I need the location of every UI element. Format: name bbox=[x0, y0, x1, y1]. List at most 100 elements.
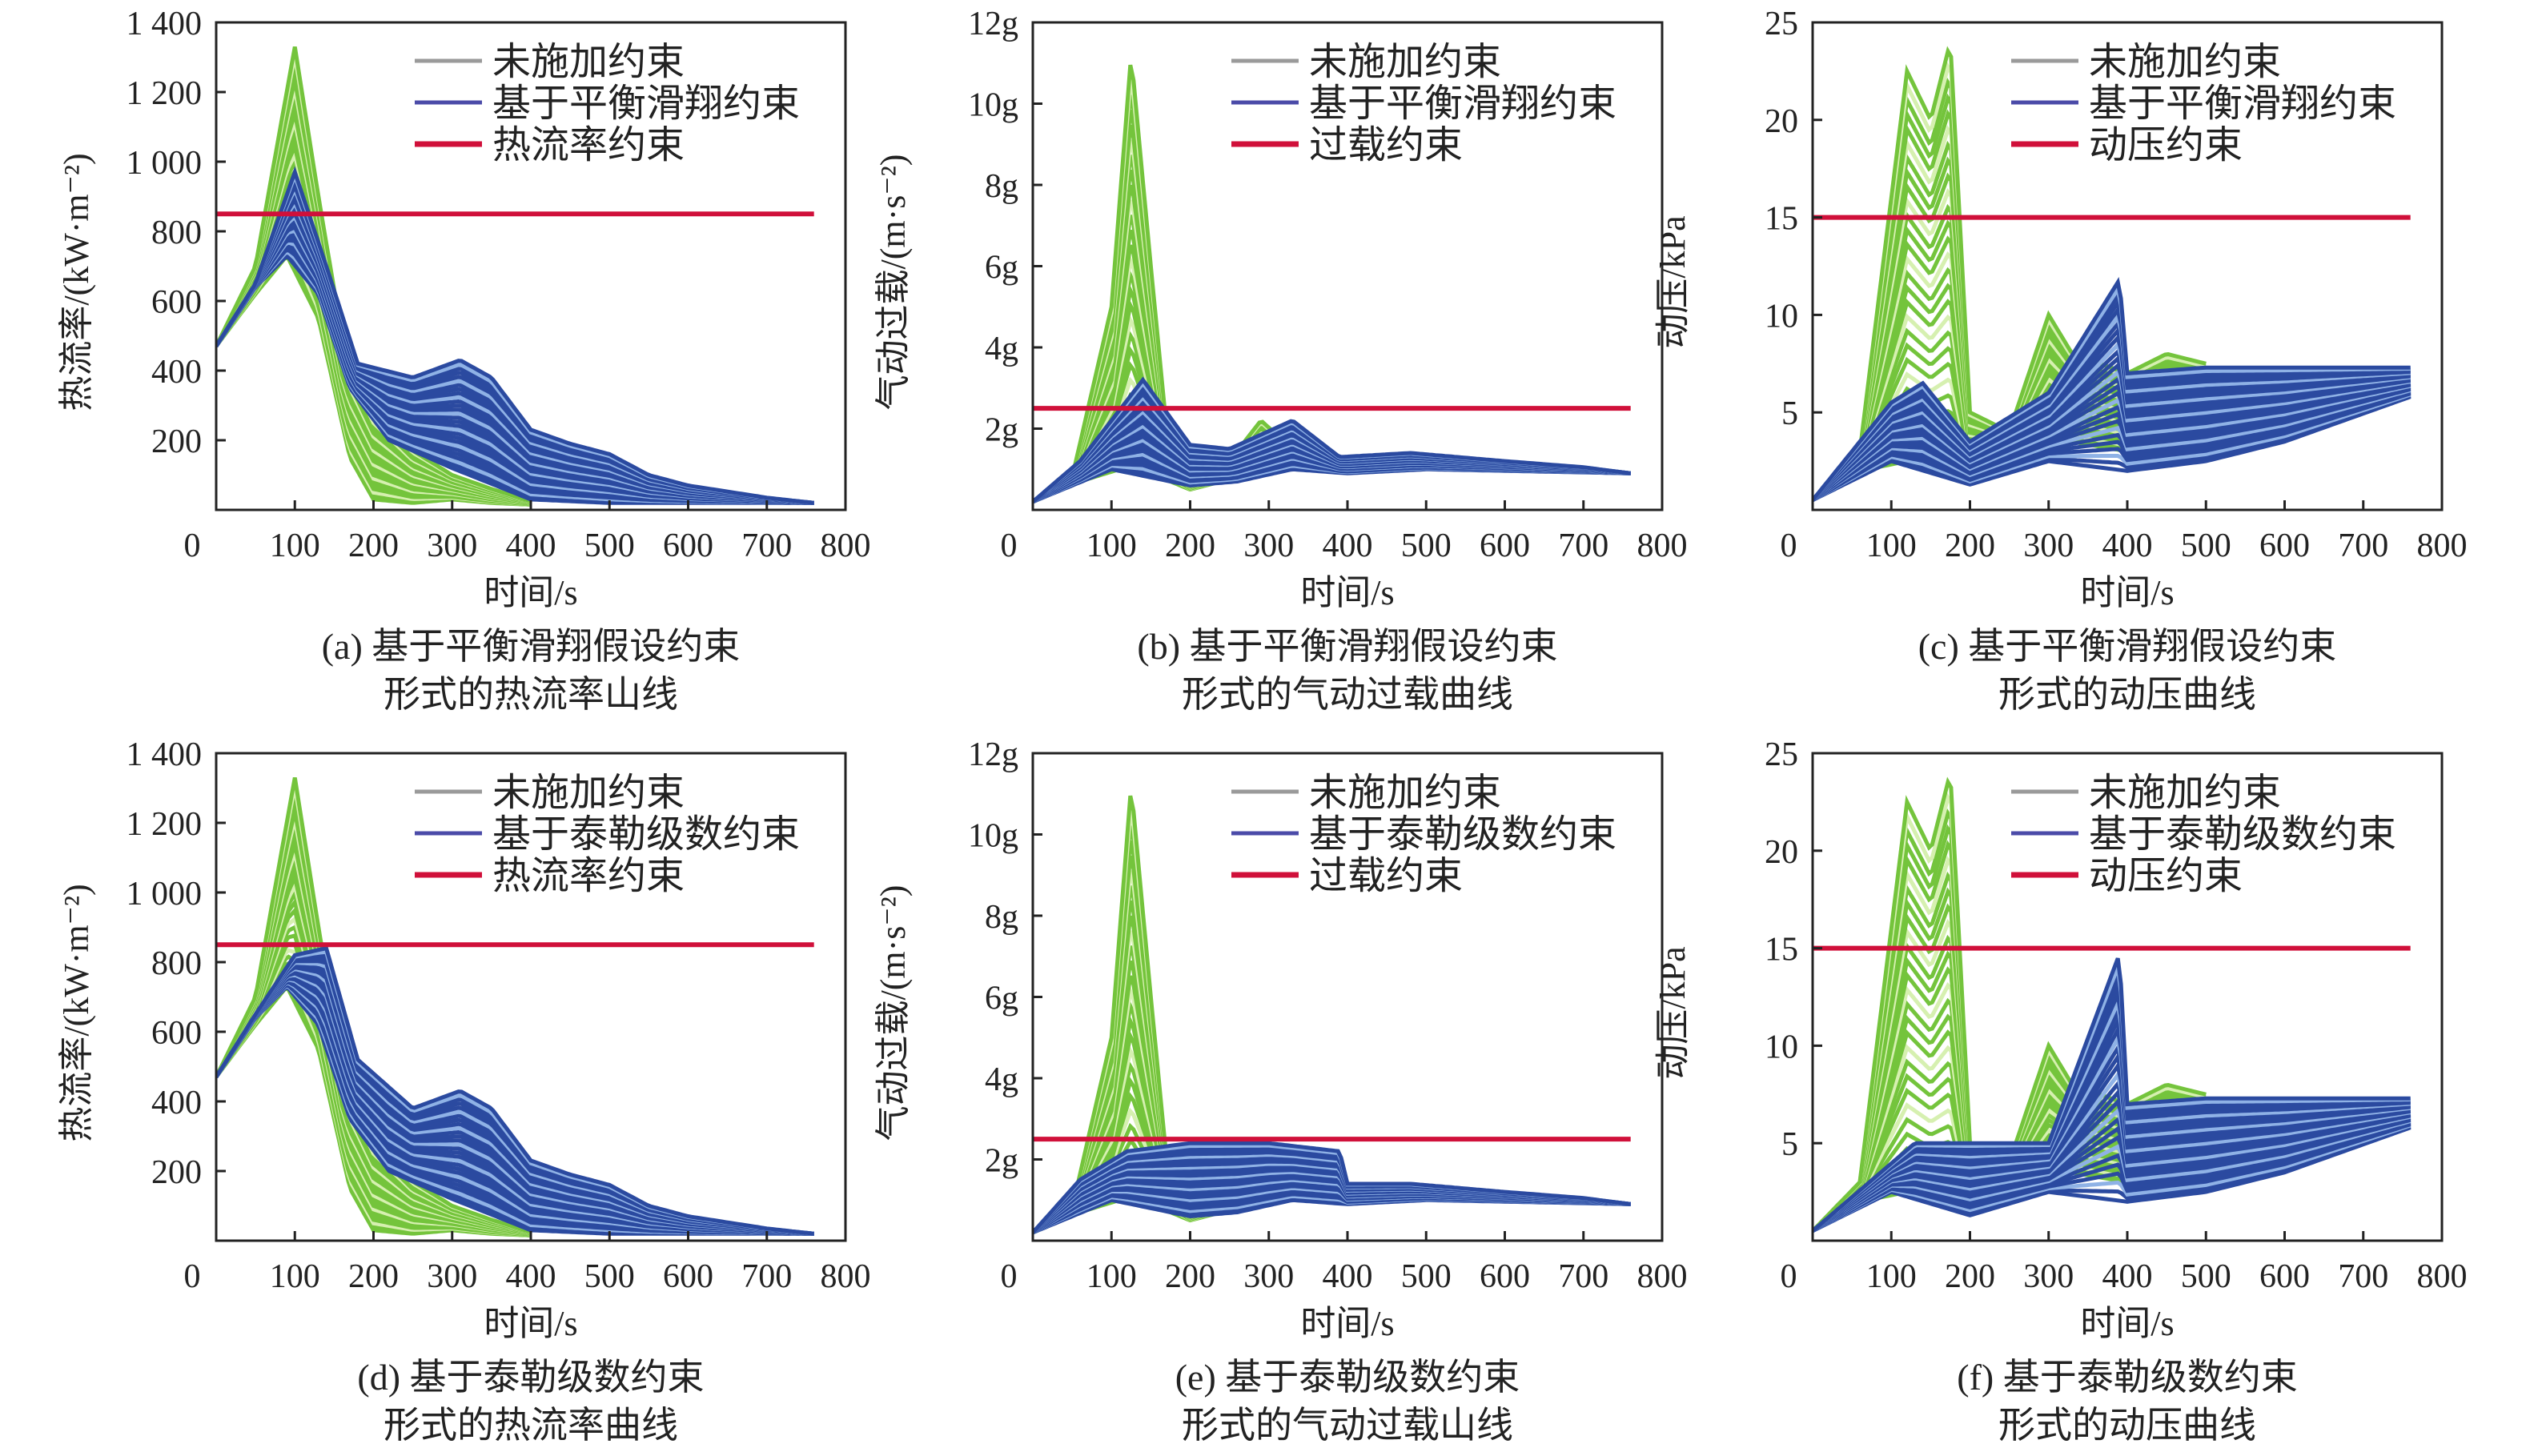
constrained-curve bbox=[1813, 319, 2411, 502]
x-tick-label: 600 bbox=[2259, 1258, 2310, 1295]
y-tick-label: 600 bbox=[151, 1015, 202, 1052]
x-tick-label: 200 bbox=[348, 527, 399, 564]
legend-label: 未施加约束 bbox=[492, 772, 685, 814]
plot-area bbox=[216, 46, 814, 507]
constrained-curve bbox=[1813, 369, 2412, 502]
x-tick-label: 700 bbox=[1558, 527, 1608, 564]
y-tick-label: 10 bbox=[1765, 1029, 1798, 1065]
constrained-curve bbox=[1813, 382, 2412, 502]
x-tick-label: 0 bbox=[1001, 527, 1018, 564]
x-tick-label: 300 bbox=[1243, 1258, 1294, 1295]
legend-label: 热流率约束 bbox=[492, 124, 685, 166]
plot-area bbox=[1033, 795, 1632, 1235]
legend-label: 基于平衡滑翔约束 bbox=[1309, 82, 1616, 125]
caption-line-1: (b) 基于平衡滑翔假设约束 bbox=[1137, 626, 1557, 667]
constrained-curve bbox=[1813, 394, 2412, 503]
constrained-curve bbox=[1813, 298, 2411, 502]
y-tick-label: 1 000 bbox=[127, 876, 203, 913]
y-tick-label: 5 bbox=[1781, 1126, 1798, 1163]
caption-line-2: 形式的动压曲线 bbox=[1998, 1405, 2256, 1446]
y-tick-label: 6g bbox=[985, 250, 1018, 287]
constrained-curve bbox=[1813, 305, 2411, 502]
constrained-curve bbox=[1813, 386, 2412, 502]
caption-line-1: (c) 基于平衡滑翔假设约束 bbox=[1918, 626, 2337, 667]
constrained-curve bbox=[1813, 395, 2412, 503]
constrained-curve bbox=[1813, 383, 2412, 502]
y-tick-label: 6g bbox=[985, 981, 1018, 1017]
x-tick-label: 400 bbox=[2102, 527, 2153, 564]
y-tick-label: 10g bbox=[968, 818, 1018, 855]
y-tick-label: 12g bbox=[968, 736, 1018, 773]
x-axis-label: 时间/s bbox=[2080, 573, 2174, 612]
x-tick-label: 300 bbox=[1243, 527, 1294, 564]
x-tick-label: 600 bbox=[2259, 527, 2310, 564]
x-tick-label: 600 bbox=[663, 1258, 713, 1295]
caption-line-1: (d) 基于泰勒级数约束 bbox=[357, 1357, 704, 1398]
caption-line-1: (e) 基于泰勒级数约束 bbox=[1175, 1357, 1520, 1398]
x-tick-label: 500 bbox=[584, 1258, 635, 1295]
legend-label: 过载约束 bbox=[1309, 855, 1463, 897]
legend-label: 未施加约束 bbox=[2089, 41, 2281, 83]
legend-label: 未施加约束 bbox=[2089, 772, 2281, 814]
constrained-curve bbox=[1813, 376, 2412, 502]
x-tick-label: 800 bbox=[1637, 1258, 1688, 1295]
y-tick-label: 12g bbox=[968, 6, 1018, 42]
x-tick-label: 700 bbox=[741, 1258, 792, 1295]
x-tick-label: 100 bbox=[1086, 527, 1137, 564]
y-tick-label: 600 bbox=[151, 284, 202, 321]
y-tick-label: 5 bbox=[1781, 395, 1798, 432]
x-tick-label: 100 bbox=[1866, 1258, 1917, 1295]
constrained-curve bbox=[1813, 355, 2412, 502]
y-axis-label: 气动过载/(m·s⁻²) bbox=[873, 154, 913, 411]
x-tick-label: 400 bbox=[1323, 1258, 1373, 1295]
x-tick-label: 400 bbox=[506, 527, 556, 564]
y-tick-label: 1 200 bbox=[127, 806, 203, 843]
y-tick-label: 8g bbox=[985, 168, 1018, 205]
panel-d: 0 100 200 300 400 500 600 700 800 200 400 600 800 1 0… bbox=[57, 736, 871, 1446]
caption-line-2: 形式的热流率曲线 bbox=[384, 1405, 678, 1446]
constrained-curve bbox=[1813, 385, 2412, 502]
y-tick-label: 400 bbox=[151, 1085, 202, 1121]
constrained-curve bbox=[1813, 387, 2412, 502]
caption-line-2: 形式的气动过载曲线 bbox=[1182, 674, 1513, 715]
x-tick-label: 300 bbox=[427, 1258, 477, 1295]
legend-label: 基于泰勒级数约束 bbox=[1309, 813, 1616, 856]
y-tick-label: 1 400 bbox=[127, 6, 203, 42]
plot-area bbox=[1813, 46, 2412, 503]
y-tick-label: 400 bbox=[151, 354, 202, 391]
constrained-curve bbox=[1813, 362, 2412, 502]
constrained-curve bbox=[1813, 347, 2412, 502]
x-tick-label: 0 bbox=[1001, 1258, 1018, 1295]
x-tick-label: 300 bbox=[427, 527, 477, 564]
y-tick-label: 1 200 bbox=[127, 75, 203, 112]
plot-area bbox=[1813, 776, 2412, 1233]
x-tick-label: 200 bbox=[348, 1258, 399, 1295]
x-tick-label: 200 bbox=[1165, 1258, 1215, 1295]
x-tick-label: 100 bbox=[270, 1258, 320, 1295]
constrained-curve bbox=[216, 945, 814, 1236]
x-tick-label: 400 bbox=[1323, 527, 1373, 564]
constrained-curve bbox=[1813, 312, 2411, 502]
panel-b: 0 100 200 300 400 500 600 700 800 2g 4g 6g 8g 10g 12g 时… bbox=[873, 6, 1688, 715]
legend-label: 基于平衡滑翔约束 bbox=[492, 82, 800, 125]
y-tick-label: 8g bbox=[985, 899, 1018, 936]
x-tick-label: 200 bbox=[1945, 527, 1995, 564]
panel-a: 0 100 200 300 400 500 600 700 800 200 400 600 800 1 0… bbox=[57, 6, 871, 715]
constrained-curve bbox=[1813, 276, 2411, 502]
legend-label: 热流率约束 bbox=[492, 855, 685, 897]
y-axis-label: 热流率/(kW·m⁻²) bbox=[57, 884, 96, 1141]
y-tick-label: 10 bbox=[1765, 298, 1798, 335]
constrained-curve bbox=[1813, 389, 2412, 502]
y-tick-label: 4g bbox=[985, 1061, 1018, 1098]
x-tick-label: 500 bbox=[2181, 1258, 2231, 1295]
x-axis-label: 时间/s bbox=[2080, 1304, 2174, 1343]
x-tick-label: 200 bbox=[1165, 527, 1215, 564]
x-tick-label: 800 bbox=[821, 527, 871, 564]
legend-label: 未施加约束 bbox=[1309, 41, 1501, 83]
constrained-curve bbox=[1813, 340, 2411, 502]
constrained-curve bbox=[1813, 390, 2412, 502]
